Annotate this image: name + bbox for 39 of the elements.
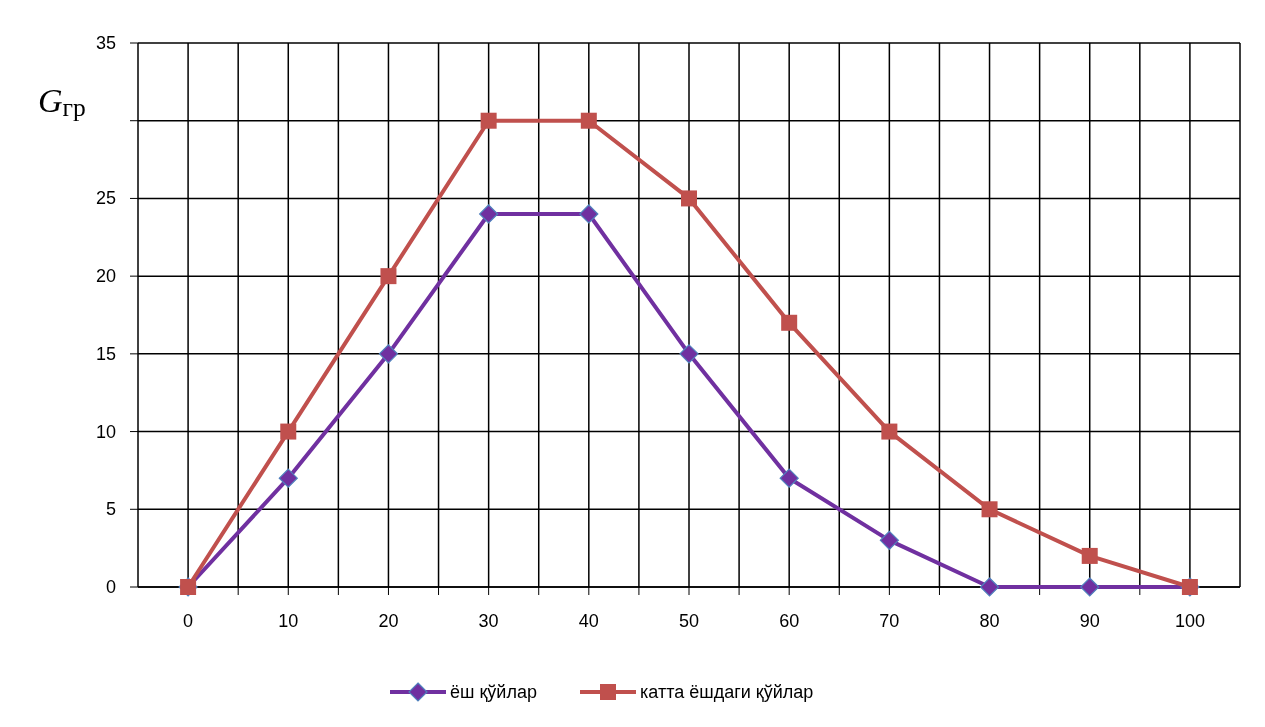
point (378, 344, 399, 364)
point (881, 423, 898, 440)
point (579, 204, 599, 224)
point (278, 468, 298, 488)
point (479, 204, 499, 224)
point (781, 314, 798, 331)
y-tick-label: 15 (95, 343, 116, 364)
point (580, 112, 597, 129)
legend-label: ёш қўйлар (450, 682, 537, 702)
y-axis-title: G$_{гр}$ (38, 82, 86, 122)
y-tick-label: 20 (95, 266, 116, 287)
x-tick-label: 10 (278, 611, 299, 631)
x-tick-label: 70 (879, 611, 900, 631)
x-tick-label: 0 (183, 611, 194, 631)
x-tick-label: 90 (1079, 611, 1100, 631)
point (480, 112, 497, 129)
x-tick-label: 40 (578, 611, 599, 631)
point (779, 468, 799, 488)
x-tick-label: 80 (979, 611, 1000, 631)
y-tick-label: 0 (105, 577, 116, 597)
y-tick-label: 5 (105, 499, 116, 520)
point (280, 423, 297, 440)
y-tick-label: 10 (95, 421, 116, 442)
x-tick-label: 30 (478, 611, 499, 631)
point (981, 501, 998, 518)
point (1080, 577, 1100, 597)
legend-label: катта ёшдаги қўйлар (640, 682, 814, 702)
y-tick-label: 35 (95, 33, 116, 53)
point (380, 268, 397, 285)
point (879, 530, 899, 550)
x-tick-label: 100 (1174, 611, 1205, 631)
point (679, 344, 699, 364)
point (1081, 547, 1098, 564)
y-tick-label: 25 (95, 188, 116, 209)
x-tick-label: 60 (779, 611, 800, 631)
x-tick-label: 50 (678, 611, 700, 631)
point (681, 190, 697, 207)
x-tick-label: 20 (378, 611, 399, 631)
point (979, 577, 1000, 597)
